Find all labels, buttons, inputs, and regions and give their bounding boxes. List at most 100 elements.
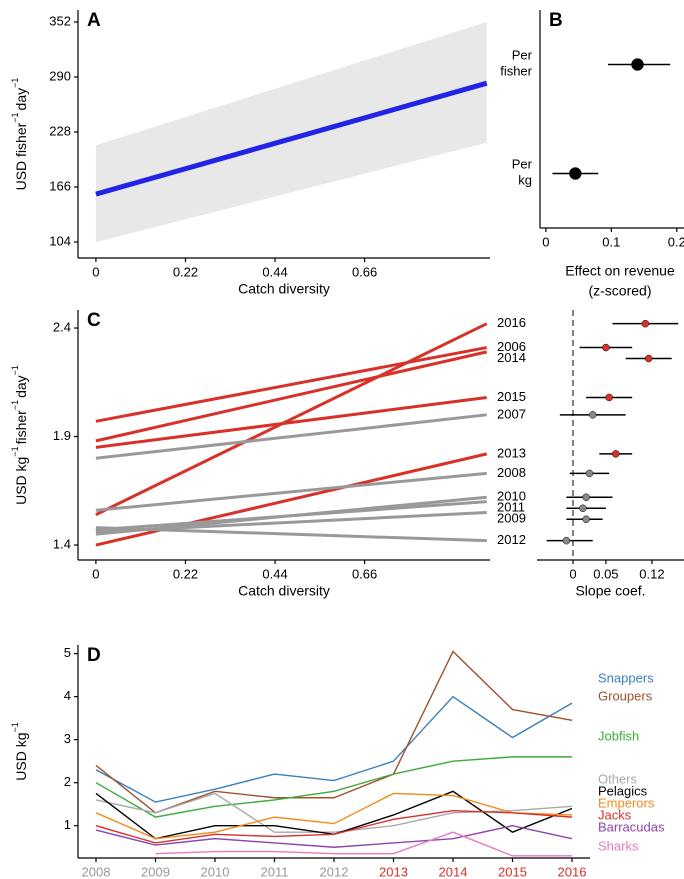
legend-label: Pelagics <box>598 783 648 798</box>
series-line <box>95 346 488 423</box>
y-tick-label: 290 <box>49 68 71 83</box>
point <box>582 493 590 502</box>
fit-line <box>95 80 488 197</box>
y-axis-label: USD fisher−1day−1 <box>10 78 28 191</box>
panel-label: D <box>87 645 101 666</box>
point <box>605 393 613 402</box>
x-tick-label: 2016 <box>558 864 587 879</box>
series-line <box>95 792 573 840</box>
series-line <box>95 792 573 833</box>
y-tick-label: 1.4 <box>53 536 71 551</box>
legend-label: Snappers <box>598 670 654 685</box>
label-part: USD fisher <box>13 122 29 190</box>
category-label: Per fisher <box>500 48 532 79</box>
series-line <box>95 395 487 449</box>
y-tick-label: 1.9 <box>53 428 71 443</box>
series-line <box>95 452 488 547</box>
y-tick-label: 2 <box>64 774 71 789</box>
y-tick-label: 228 <box>49 123 71 138</box>
x-tick-label: 2008 <box>82 864 111 879</box>
series-line <box>95 322 488 516</box>
x-tick-label: 2010 <box>201 864 230 879</box>
y-tick-label: 2.4 <box>53 319 71 334</box>
label-part: USD kg <box>13 733 29 781</box>
x-tick-label: 2012 <box>320 864 349 879</box>
x-tick-label: 2011 <box>261 864 289 879</box>
point <box>612 450 620 458</box>
series-line <box>95 650 573 814</box>
category-label: Per kg <box>512 157 533 188</box>
label-part: fisher <box>13 410 29 445</box>
x-tick-label: 0.44 <box>262 566 287 581</box>
year-label: 2016 <box>497 315 526 330</box>
x-tick-label: 2009 <box>141 864 170 879</box>
y-tick-label: 104 <box>49 233 71 248</box>
year-label: 2011 <box>497 500 525 515</box>
point <box>562 536 571 545</box>
label-part: day <box>13 375 29 398</box>
series-line <box>95 809 573 844</box>
panel-label: A <box>87 10 101 31</box>
y-tick-label: 3 <box>64 731 71 746</box>
y-tick-label: 166 <box>49 178 71 193</box>
x-tick-label: 0 <box>569 566 576 581</box>
x-tick-label: 0.22 <box>173 264 198 279</box>
x-tick-label: 0.05 <box>593 566 618 581</box>
legend-label: Barracudas <box>598 819 665 834</box>
year-label: 2015 <box>497 389 526 404</box>
superscript: −1 <box>10 446 20 456</box>
series-line <box>95 350 488 443</box>
superscript: −1 <box>10 722 20 732</box>
x-axis-label: Catch diversity <box>238 281 330 297</box>
x-tick-label: 2013 <box>379 864 408 879</box>
x-tick-label: 0.22 <box>173 566 198 581</box>
year-label: 2014 <box>497 350 526 365</box>
point <box>582 515 590 524</box>
x-axis-label: Catch diversity <box>238 583 330 599</box>
x-axis-label: Effect on revenue <box>565 263 675 279</box>
y-axis-label: USD kg−1fisher−1day−1 <box>10 365 28 505</box>
legend-label: Jacks <box>598 807 632 822</box>
series-line <box>95 695 573 803</box>
series-line <box>95 526 487 543</box>
year-label: 2009 <box>497 511 526 526</box>
superscript: −1 <box>10 365 20 375</box>
x-tick-label: 0.2 <box>668 234 684 249</box>
point <box>579 504 587 513</box>
x-tick-label: 0 <box>92 566 99 581</box>
point <box>588 411 597 419</box>
x-tick-label: 0.1 <box>602 234 620 249</box>
panel-label: B <box>549 10 563 31</box>
point <box>585 469 594 478</box>
x-tick-label: 2015 <box>498 864 527 879</box>
y-tick-label: 5 <box>64 645 71 660</box>
year-label: 2007 <box>497 406 526 421</box>
series-line <box>95 471 487 512</box>
point <box>569 167 582 180</box>
legend-label: Others <box>598 771 638 786</box>
year-label: 2013 <box>497 445 526 460</box>
year-label: 2010 <box>497 489 526 504</box>
category-line: kg <box>518 173 532 188</box>
category-line: Per <box>512 48 533 63</box>
label-part: day <box>13 88 29 111</box>
x-tick-label: 2014 <box>439 864 468 879</box>
legend-label: Sharks <box>598 838 639 853</box>
series-line <box>95 500 487 532</box>
superscript: −1 <box>10 78 20 88</box>
year-label: 2008 <box>497 465 526 480</box>
y-tick-label: 352 <box>49 13 71 28</box>
point <box>644 354 653 363</box>
x-tick-label: 0 <box>92 264 99 279</box>
legend-label: Emperors <box>598 795 655 810</box>
y-axis-label: USD kg−1 <box>10 722 28 781</box>
superscript: −1 <box>10 400 20 410</box>
series-line <box>95 756 572 818</box>
x-tick-label: 0.44 <box>262 264 287 279</box>
label-part: USD kg <box>13 457 29 505</box>
x-axis-label: Slope coef. <box>575 583 645 599</box>
series-line <box>95 413 487 460</box>
confidence-band <box>95 21 487 243</box>
